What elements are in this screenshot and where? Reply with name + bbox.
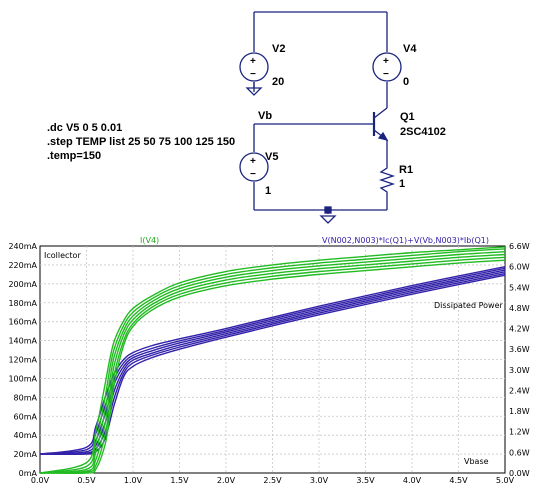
directive-dc: .dc V5 0 5 0.01 <box>47 122 122 134</box>
v4-value: 0 <box>403 76 409 88</box>
v2-value: 20 <box>272 76 284 88</box>
x-tick-label: 3.0V <box>310 476 329 485</box>
y-left-tick-label: 140mA <box>8 337 37 346</box>
x-tick-label: 1.0V <box>124 476 143 485</box>
waveform-plot[interactable]: 0.0V 0.5V 1.0V 1.5V 2.0V 2.5V 3.0V 3.5V 4.0V 4.5V… <box>0 236 540 503</box>
y-left-tick-label: 180mA <box>8 299 37 308</box>
x-tick-label: 0.5V <box>77 476 96 485</box>
current-curve <box>39 250 506 474</box>
y-right-tick-label: 2.4W <box>509 386 530 395</box>
current-curve <box>39 253 506 474</box>
v2-ground-icon <box>245 82 263 96</box>
v4-plus-sign: + <box>383 56 389 67</box>
y-right-tick-label: 4.2W <box>509 325 530 334</box>
y-right-tick-label: 3.0W <box>509 366 530 375</box>
v2-name: V2 <box>272 43 285 55</box>
ground-icon <box>319 206 337 224</box>
y-right-tick-label: 1.2W <box>509 428 530 437</box>
x-tick-label: 2.5V <box>263 476 282 485</box>
annotation-icollector: Icollector <box>44 251 81 260</box>
y-left-axis-ticks: 0mA 20mA 40mA 60mA 80mA 100mA 120mA 140mA 160mA 1… <box>8 242 37 478</box>
power-curve <box>39 272 506 455</box>
y-left-tick-label: 160mA <box>8 318 37 327</box>
y-left-tick-label: 120mA <box>8 356 37 365</box>
current-curve <box>39 256 506 474</box>
q1-model: 2SC4102 <box>400 126 446 138</box>
y-right-tick-label: 4.8W <box>509 304 530 313</box>
y-right-tick-label: 6.6W <box>509 242 530 251</box>
x-axis-ticks: 0.0V 0.5V 1.0V 1.5V 2.0V 2.5V 3.0V 3.5V 4.0V 4.5V… <box>31 476 515 485</box>
x-tick-label: 3.5V <box>356 476 375 485</box>
y-left-tick-label: 40mA <box>14 431 38 440</box>
v2-minus-sign: − <box>250 69 256 80</box>
y-right-tick-label: 6.0W <box>509 263 530 272</box>
x-tick-label: 1.5V <box>170 476 189 485</box>
x-tick-label: 4.5V <box>449 476 468 485</box>
v2-source[interactable]: + − <box>239 52 269 82</box>
q1-name: Q1 <box>400 111 415 123</box>
y-left-tick-label: 0mA <box>19 469 38 478</box>
current-curves <box>39 246 506 474</box>
current-curve <box>39 259 506 474</box>
y-left-tick-label: 200mA <box>8 280 37 289</box>
v4-minus-sign: − <box>383 69 389 80</box>
vb-net-label: Vb <box>258 110 272 122</box>
y-right-tick-label: 3.6W <box>509 345 530 354</box>
r1-value: 1 <box>399 178 405 190</box>
y-left-tick-label: 240mA <box>8 242 37 251</box>
y-left-tick-label: 80mA <box>14 393 38 402</box>
y-right-tick-label: 5.4W <box>509 283 530 292</box>
v5-minus-sign: − <box>250 169 256 180</box>
r1-resistor-icon[interactable] <box>378 164 396 196</box>
y-left-tick-label: 20mA <box>14 450 38 459</box>
power-curve <box>39 265 506 455</box>
trace-label-current[interactable]: I(V4) <box>140 236 159 245</box>
y-right-tick-label: 0.6W <box>509 448 530 457</box>
trace-label-power[interactable]: V(N002,N003)*Ic(Q1)+V(Vb,N003)*Ib(Q1) <box>322 236 489 245</box>
y-right-axis-ticks: 0.0W 0.6W 1.2W 1.8W 2.4W 3.0W 3.6W 4.2W 4.8W 5.4W… <box>509 242 530 478</box>
v5-name: V5 <box>265 151 278 163</box>
directive-temp: .temp=150 <box>47 150 101 162</box>
v4-source[interactable]: + − <box>372 52 402 82</box>
current-curve <box>39 248 506 474</box>
x-tick-label: 5.0V <box>496 476 515 485</box>
v5-plus-sign: + <box>250 156 256 167</box>
y-right-tick-label: 0.0W <box>509 469 530 478</box>
schematic: .dc V5 0 5 0.01 .step TEMP list 25 50 75… <box>47 11 446 224</box>
v4-name: V4 <box>403 43 417 55</box>
grid <box>40 246 505 473</box>
q1-transistor-icon[interactable] <box>367 107 389 142</box>
y-left-tick-label: 60mA <box>14 412 38 421</box>
v2-plus-sign: + <box>250 56 256 67</box>
y-left-tick-label: 220mA <box>8 261 37 270</box>
annotation-vbase: Vbase <box>464 457 489 466</box>
y-right-tick-label: 1.8W <box>509 407 530 416</box>
current-curve <box>39 246 506 474</box>
directive-step: .step TEMP list 25 50 75 100 125 150 <box>47 136 235 148</box>
v5-source[interactable]: + − <box>239 152 269 182</box>
x-tick-label: 2.0V <box>217 476 236 485</box>
x-tick-label: 0.0V <box>31 476 50 485</box>
y-left-tick-label: 100mA <box>8 374 37 383</box>
v5-value: 1 <box>265 185 271 197</box>
annotation-dissipated-power: Dissipated Power <box>434 301 504 310</box>
x-tick-label: 4.0V <box>403 476 422 485</box>
r1-name: R1 <box>399 164 413 176</box>
